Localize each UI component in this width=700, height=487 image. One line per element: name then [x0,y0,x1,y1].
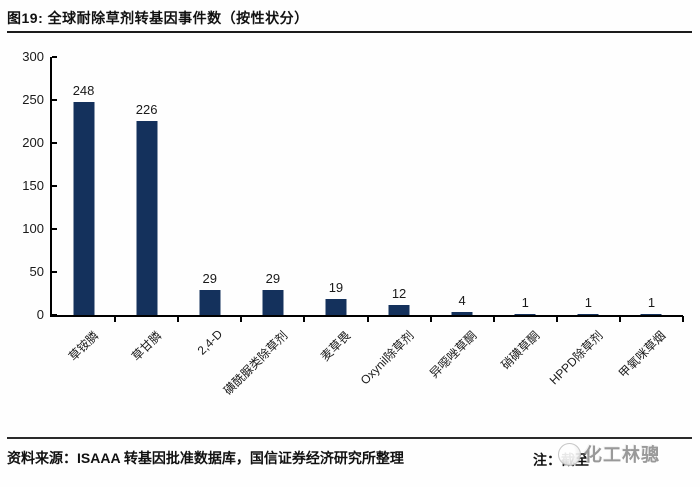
bar[interactable] [136,120,158,315]
x-axis-tick-mark [429,316,432,322]
bar-value-label: 29 [202,271,217,287]
x-axis-tick-mark [555,316,558,322]
bar-value-label: 19 [328,279,344,295]
y-axis-tick-label: 100 [22,221,44,237]
y-axis-tick-label: 150 [22,178,44,193]
bar-slot: 19 [304,57,367,315]
bar[interactable] [325,298,347,315]
bar[interactable] [73,101,95,315]
x-axis-category-label: 磺酰脲类除草剂 [220,328,291,398]
source-note: 资料来源：ISAAA 转基因批准数据库，国信证券经济研究所整理 [7,450,404,466]
figure-title: 图19: 全球耐除草剂转基因事件数（按性状分） [7,10,309,26]
bar-slot: 1 [620,57,683,315]
y-axis-tick-mark [52,228,57,231]
bar-slot: 1 [494,57,557,315]
bar-slot: 12 [368,57,431,315]
x-axis-tick-mark [303,316,306,322]
y-axis-tick-mark [52,314,57,316]
footer-divider [7,437,692,439]
x-axis-category-label: HPPD除草剂 [546,328,606,388]
x-axis-tick-mark [618,316,621,322]
bar-value-label: 29 [265,271,281,287]
x-axis-category-label: 2,4-D [195,327,226,358]
bar[interactable] [388,304,410,315]
y-axis-tick-mark [52,185,57,187]
bar-value-label: 226 [135,101,158,117]
bar-value-label: 12 [391,285,407,301]
x-axis-tick-mark [366,316,369,322]
bar[interactable] [262,290,284,315]
x-axis-tick-mark [240,316,243,322]
x-axis-tick-mark [114,316,117,322]
bar-slot: 29 [241,57,304,315]
bar-value-label: 1 [521,295,529,311]
bar[interactable] [577,314,599,315]
watermark: 化工林骢 [558,441,660,467]
watermark-logo-icon [558,442,581,466]
bar[interactable] [514,314,536,315]
x-axis-category-label: 麦草畏 [317,328,354,364]
bar-value-label: 1 [584,295,592,311]
bar-slot: 1 [557,57,620,315]
x-axis-tick-mark [177,316,180,322]
x-axis-tick-mark [492,316,495,322]
watermark-text: 化工林骢 [584,445,660,465]
bar-slot: 4 [431,57,494,315]
bar-value-label: 248 [72,82,95,98]
y-axis-tick-label: 0 [36,307,44,322]
y-axis-tick-mark [52,271,57,274]
y-axis-tick-label: 200 [22,135,44,151]
bar-slot: 226 [115,57,178,315]
y-axis-tick-mark [52,56,57,58]
y-axis-tick-label: 300 [22,49,44,64]
bar-value-label: 1 [647,295,656,311]
y-axis-tick-mark [52,142,57,145]
y-axis-tick-label: 250 [22,92,44,107]
x-axis-category-label: 硝磺草酮 [498,328,543,373]
bar[interactable] [640,314,662,315]
x-axis-tick-mark [682,316,684,322]
x-axis-category-label: 异噁唑草酮 [427,328,480,381]
bar[interactable] [199,290,221,315]
y-axis-tick-mark [52,99,57,101]
title-divider [7,31,692,33]
bar-value-label: 4 [458,292,466,308]
bar[interactable] [451,311,473,315]
x-axis-category-label: 草甘膦 [128,328,164,364]
bar-slot: 248 [52,57,115,315]
y-axis-tick-label: 50 [29,264,44,280]
x-axis-category-label: 甲氧咪草烟 [616,328,669,381]
x-axis-category-label: 草铵膦 [65,328,101,364]
bar-slot: 29 [178,57,241,315]
x-axis-category-label: Oxynil除草剂 [357,328,417,388]
plot-area: 0 50 100 150 200 250 300 草铵膦 248 草甘膦 226 2,4-D 29 磺酰脲… [22,50,684,398]
